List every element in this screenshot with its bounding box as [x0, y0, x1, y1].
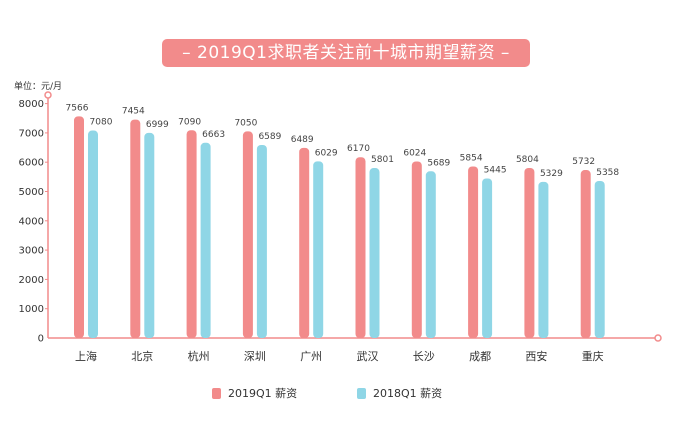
value-label-2018q1: 6029	[315, 148, 338, 158]
unit-label: 单位：元/月	[14, 82, 63, 92]
value-label-2018q1: 6663	[202, 130, 225, 140]
x-category-label: 北京	[131, 349, 153, 363]
value-label-2019q1: 6170	[347, 144, 370, 154]
value-label-2019q1: 5854	[460, 153, 483, 163]
bar-2019q1	[411, 161, 422, 338]
x-category-label: 长沙	[413, 350, 435, 363]
bar-2018q1	[256, 144, 267, 338]
bar-2019q1	[524, 167, 535, 338]
value-label-2019q1: 7050	[234, 118, 257, 128]
legend-swatch-2019	[212, 388, 221, 399]
legend-label-2018: 2018Q1 薪资	[373, 387, 443, 400]
value-label-2019q1: 6024	[403, 148, 426, 158]
y-tick-label: 8000	[19, 99, 44, 110]
bar-2018q1	[482, 178, 493, 338]
legend-label-2019: 2019Q1 薪资	[228, 387, 298, 400]
legend-swatch-2018	[357, 388, 366, 399]
y-tick-label: 0	[38, 334, 44, 345]
y-tick-label: 1000	[19, 304, 44, 315]
x-category-label: 成都	[469, 350, 491, 363]
value-label-2018q1: 6999	[146, 120, 169, 130]
value-label-2019q1: 6489	[291, 135, 314, 145]
bar-2019q1	[242, 131, 253, 338]
y-tick-label: 2000	[19, 275, 44, 286]
value-label-2018q1: 5445	[484, 165, 507, 175]
value-label-2019q1: 7090	[178, 117, 201, 127]
bar-2018q1	[538, 181, 549, 338]
x-category-label: 深圳	[244, 350, 266, 363]
bar-2019q1	[355, 157, 366, 338]
x-category-label: 西安	[525, 349, 547, 363]
x-category-label: 上海	[75, 349, 97, 363]
bar-2019q1	[186, 130, 197, 338]
y-axis-end-dot	[44, 91, 52, 99]
y-tick-label: 5000	[19, 187, 44, 198]
value-label-2019q1: 5732	[572, 157, 595, 167]
chart-title: – 2019Q1求职者关注前十城市期望薪资 –	[162, 39, 530, 67]
value-label-2019q1: 5804	[516, 155, 539, 165]
x-category-label: 重庆	[582, 349, 604, 363]
bar-2019q1	[468, 166, 479, 338]
bar-2019q1	[130, 119, 141, 338]
bar-2018q1	[594, 181, 605, 338]
bar-2019q1	[74, 116, 84, 339]
bar-2019q1	[299, 147, 310, 338]
legend: 2019Q1 薪资 2018Q1 薪资	[212, 386, 532, 402]
bar-2019q1	[580, 170, 591, 338]
value-label-2018q1: 5329	[540, 169, 563, 179]
x-category-label: 广州	[300, 350, 322, 363]
bar-2018q1	[144, 132, 155, 338]
value-label-2018q1: 5801	[371, 155, 394, 165]
x-category-label: 杭州	[188, 349, 210, 363]
bar-chart: 010002000300040005000600070008000上海75667…	[19, 91, 662, 363]
bar-2018q1	[369, 168, 380, 338]
chart-bars	[74, 116, 605, 339]
bar-2018q1	[425, 171, 436, 338]
chart-labels: 010002000300040005000600070008000上海75667…	[19, 99, 620, 363]
bar-2018q1	[313, 161, 324, 338]
bar-2018q1	[200, 142, 211, 338]
y-tick-label: 4000	[19, 216, 44, 227]
y-tick-label: 6000	[19, 158, 44, 169]
value-label-2018q1: 5358	[596, 168, 619, 178]
y-tick-label: 7000	[19, 128, 44, 139]
y-tick-label: 3000	[19, 246, 44, 257]
value-label-2018q1: 6589	[258, 132, 281, 142]
value-label-2019q1: 7566	[66, 103, 89, 113]
value-label-2018q1: 5689	[427, 158, 450, 168]
x-category-label: 武汉	[357, 350, 379, 363]
x-axis-end-dot	[654, 334, 662, 342]
value-label-2019q1: 7454	[122, 107, 145, 117]
bar-2018q1	[88, 130, 98, 338]
value-label-2018q1: 7080	[90, 118, 113, 128]
